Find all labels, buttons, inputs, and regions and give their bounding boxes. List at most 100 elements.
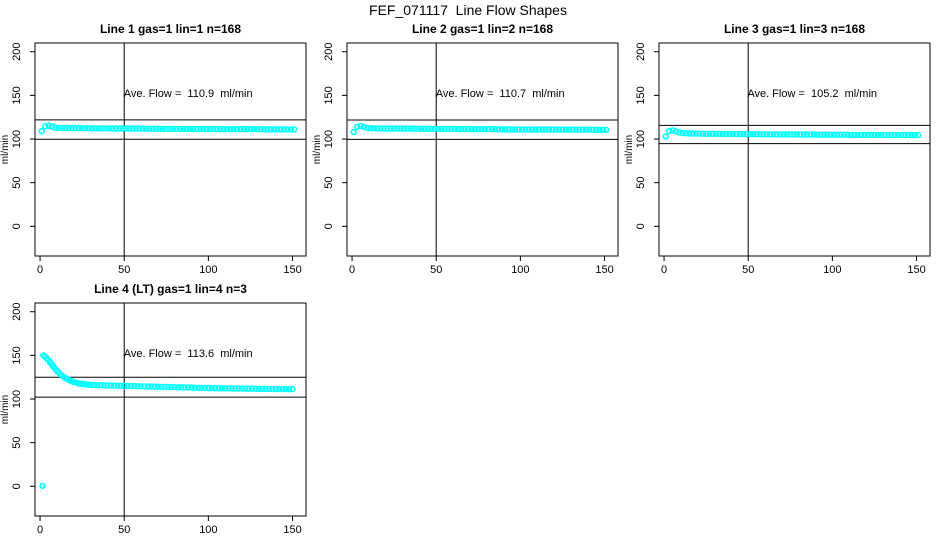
data-point bbox=[164, 383, 172, 391]
data-point bbox=[844, 131, 851, 138]
data-point bbox=[726, 130, 733, 138]
data-point bbox=[827, 131, 834, 138]
data-point bbox=[213, 125, 221, 133]
data-point bbox=[793, 131, 801, 138]
y-axis-label: ml/min bbox=[0, 135, 11, 164]
data-point bbox=[274, 126, 281, 133]
data-point bbox=[746, 130, 754, 138]
data-point bbox=[518, 126, 526, 133]
data-point bbox=[222, 385, 229, 392]
data-point bbox=[898, 131, 905, 139]
y-tick-label: 50 bbox=[635, 177, 647, 189]
plot-box bbox=[658, 42, 931, 257]
data-point bbox=[144, 383, 152, 390]
data-point bbox=[915, 131, 922, 139]
data-point bbox=[159, 125, 167, 133]
plot-box bbox=[346, 42, 619, 257]
data-point bbox=[790, 131, 797, 138]
data-point bbox=[357, 122, 364, 130]
data-point bbox=[478, 125, 485, 133]
data-point bbox=[218, 385, 226, 392]
data-point bbox=[461, 125, 469, 133]
data-point bbox=[38, 127, 45, 135]
data-point bbox=[384, 125, 391, 132]
data-point bbox=[279, 385, 286, 393]
data-point bbox=[168, 383, 175, 391]
data-point bbox=[267, 126, 274, 133]
y-tick-label: 100 bbox=[635, 130, 647, 148]
data-point bbox=[291, 126, 298, 133]
data-point bbox=[173, 125, 180, 133]
data-point bbox=[265, 385, 273, 393]
y-tick-label: 150 bbox=[11, 86, 23, 104]
data-point bbox=[181, 384, 189, 391]
data-point bbox=[719, 130, 727, 138]
x-tick-label: 150 bbox=[283, 524, 301, 536]
data-point bbox=[505, 126, 512, 133]
data-point bbox=[750, 130, 757, 138]
data-point bbox=[770, 131, 777, 138]
data-point bbox=[867, 131, 875, 139]
data-point bbox=[847, 131, 855, 139]
data-point bbox=[672, 128, 679, 135]
data-point bbox=[75, 124, 83, 132]
data-point bbox=[686, 130, 693, 137]
data-point bbox=[736, 130, 744, 138]
data-point bbox=[777, 131, 784, 138]
data-point bbox=[878, 131, 885, 139]
data-point bbox=[205, 384, 212, 392]
data-point bbox=[227, 125, 234, 133]
data-point bbox=[662, 133, 669, 140]
y-axis: 0 50 100 150 200 bbox=[635, 43, 659, 229]
data-point bbox=[110, 382, 118, 389]
data-point bbox=[834, 131, 841, 138]
panel-line-4-lt: Line 4 (LT) gas=1 lin=4 n=3 0 50 100 150 0 50 1… bbox=[0, 281, 312, 540]
data-point bbox=[709, 130, 717, 138]
data-point bbox=[766, 131, 774, 138]
data-point bbox=[861, 131, 868, 139]
data-point bbox=[90, 381, 98, 389]
data-point bbox=[240, 125, 247, 133]
data-point bbox=[448, 125, 455, 133]
data-point bbox=[733, 130, 740, 138]
x-tick-label: 0 bbox=[37, 264, 43, 276]
data-point bbox=[55, 124, 62, 132]
data-point bbox=[39, 482, 46, 490]
plot-box bbox=[34, 42, 307, 257]
data-point bbox=[414, 125, 421, 132]
data-point bbox=[756, 130, 764, 138]
data-point bbox=[407, 125, 415, 132]
data-point bbox=[706, 130, 713, 138]
data-point bbox=[153, 125, 160, 132]
data-point bbox=[390, 125, 398, 132]
data-point bbox=[431, 125, 438, 133]
data-point bbox=[242, 385, 249, 392]
data-point bbox=[142, 125, 150, 132]
data-point bbox=[814, 131, 821, 138]
data-point bbox=[183, 125, 190, 133]
data-point bbox=[158, 383, 165, 391]
data-point bbox=[498, 126, 506, 133]
data-point bbox=[888, 131, 895, 139]
data-point bbox=[441, 125, 448, 133]
panel-title: Line 3 gas=1 lin=3 n=168 bbox=[724, 22, 865, 36]
chart-3: Line 3 gas=1 lin=3 n=168 0 50 100 150 0 50 100 1… bbox=[624, 22, 931, 276]
data-point bbox=[134, 382, 141, 390]
data-point bbox=[458, 125, 465, 133]
panel-title: Line 4 (LT) gas=1 lin=4 n=3 bbox=[94, 282, 247, 296]
data-point bbox=[374, 125, 381, 132]
data-point bbox=[262, 385, 269, 393]
data-point bbox=[529, 126, 536, 133]
plot-box bbox=[34, 302, 307, 517]
data-point bbox=[451, 125, 458, 133]
data-point bbox=[51, 124, 59, 131]
data-point bbox=[454, 125, 462, 133]
data-point bbox=[94, 381, 101, 389]
y-tick-label: 0 bbox=[635, 223, 647, 229]
chart-2: Line 2 gas=1 lin=2 n=168 0 50 100 150 0 50 100 1… bbox=[312, 22, 619, 276]
data-point bbox=[243, 125, 251, 133]
data-point bbox=[237, 125, 244, 133]
data-point bbox=[586, 126, 593, 133]
data-point bbox=[803, 131, 811, 138]
data-point bbox=[400, 125, 408, 132]
